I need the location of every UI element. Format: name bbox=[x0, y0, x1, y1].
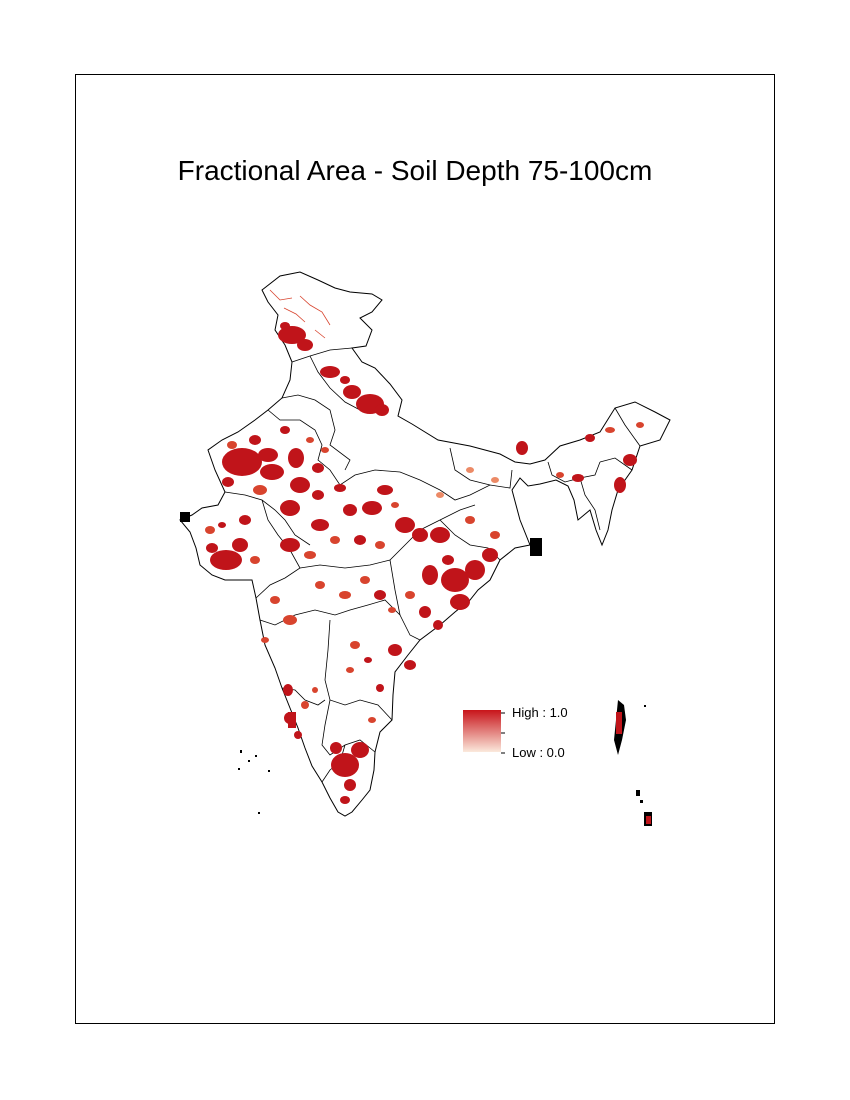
map-title: Fractional Area - Soil Depth 75-100cm bbox=[177, 155, 653, 186]
legend-color-ramp bbox=[463, 710, 501, 752]
legend-high-label: High : 1.0 bbox=[512, 705, 568, 720]
andaman-nicobar-islands bbox=[614, 700, 652, 826]
soil-depth-patches bbox=[180, 289, 644, 804]
map-frame bbox=[75, 74, 775, 1024]
india-outline bbox=[179, 271, 671, 817]
legend-low-label: Low : 0.0 bbox=[512, 745, 565, 760]
lakshadweep-islands bbox=[238, 750, 270, 814]
